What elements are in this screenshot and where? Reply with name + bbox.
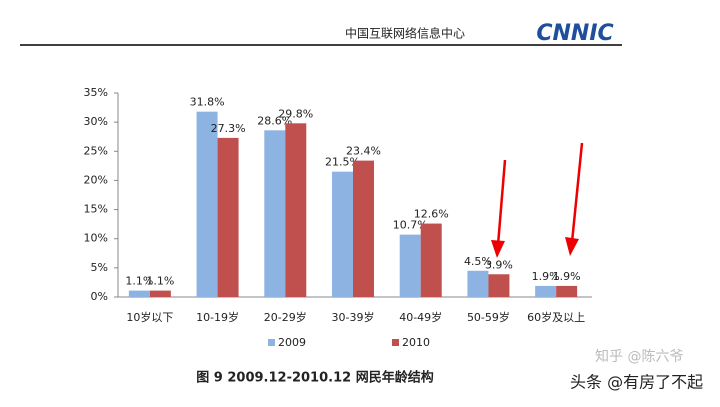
bar <box>128 290 150 297</box>
value-label: 1.1% <box>146 275 174 288</box>
x-tick-label: 50-59岁 <box>467 310 510 324</box>
value-label: 27.3% <box>211 122 246 135</box>
y-tick-label: 35% <box>84 86 108 99</box>
bar <box>149 290 171 297</box>
value-label: 12.6% <box>414 208 449 221</box>
legend-label: 2009 <box>278 336 306 349</box>
bar <box>196 111 218 297</box>
x-tick-label: 20-29岁 <box>264 310 307 324</box>
logo: CNNIC <box>536 21 613 46</box>
arrows <box>491 142 584 258</box>
y-tick-label: 15% <box>84 203 108 216</box>
bar <box>556 285 578 297</box>
y-tick-label: 5% <box>91 261 108 274</box>
y-tick-label: 10% <box>84 232 108 245</box>
value-label: 3.9% <box>485 258 513 271</box>
legend-label: 2010 <box>402 336 430 349</box>
value-label: 31.8% <box>190 96 225 109</box>
header-title: 中国互联网络信息中心 <box>345 26 465 41</box>
x-tick-label: 10-19岁 <box>196 310 239 324</box>
legend-swatch <box>268 339 275 346</box>
value-label: 1.9% <box>553 270 581 283</box>
caption: 图 9 2009.12-2010.12 网民年龄结构 <box>196 370 433 386</box>
value-label: 21.5% <box>325 156 360 169</box>
legend-swatch <box>392 339 399 346</box>
bar <box>399 234 421 297</box>
y-tick-label: 20% <box>84 173 108 186</box>
x-tick-label: 10岁以下 <box>126 310 173 324</box>
x-tick-label: 30-39岁 <box>332 310 375 324</box>
value-label: 29.8% <box>278 107 313 120</box>
bar <box>353 160 374 297</box>
y-tick-label: 0% <box>91 290 108 303</box>
bar <box>264 130 286 297</box>
bar <box>332 171 353 297</box>
value-label: 4.5% <box>464 255 492 268</box>
y-tick-label: 30% <box>84 115 108 128</box>
x-tick-label: 40-49岁 <box>399 310 442 324</box>
value-label: 23.4% <box>346 145 381 158</box>
bar <box>467 270 489 297</box>
value-label: 10.7% <box>393 219 428 232</box>
x-tick-label: 60岁及以上 <box>527 310 585 324</box>
bar <box>488 274 510 297</box>
bar <box>420 223 442 297</box>
bar <box>285 123 307 298</box>
watermark: 头条 @有房了不起 <box>570 373 703 392</box>
y-tick-label: 25% <box>84 144 108 157</box>
value-label: 28.6% <box>257 114 292 127</box>
watermark: 知乎 @陈六爷 <box>595 348 683 365</box>
bar <box>535 285 557 297</box>
value-label: 1.1% <box>125 275 153 288</box>
bar <box>217 137 239 297</box>
value-label: 1.9% <box>532 270 560 283</box>
